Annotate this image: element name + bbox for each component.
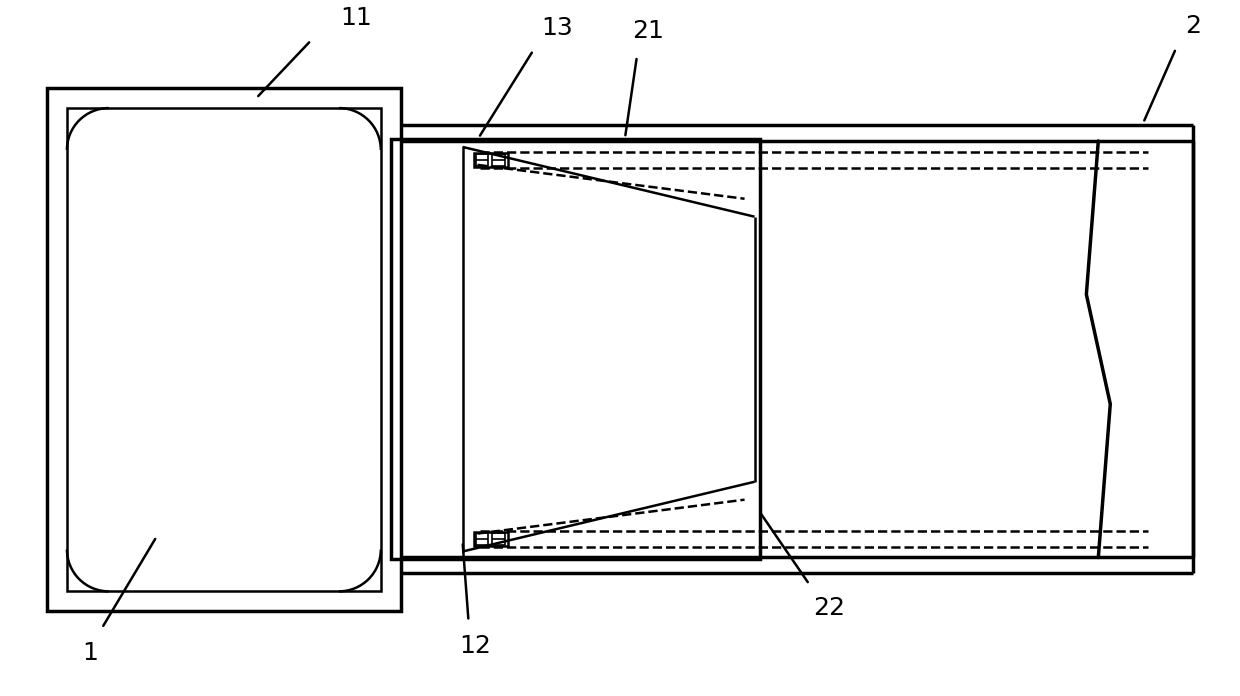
Text: 22: 22 <box>813 596 846 620</box>
Bar <box>475 532 489 544</box>
Bar <box>474 532 508 546</box>
Bar <box>474 153 508 167</box>
Bar <box>475 154 489 166</box>
Text: 11: 11 <box>340 6 372 31</box>
Bar <box>391 139 760 560</box>
Text: 13: 13 <box>542 16 573 40</box>
Text: 12: 12 <box>460 634 491 658</box>
Text: 21: 21 <box>632 19 663 43</box>
Text: 2: 2 <box>1185 15 1202 38</box>
Bar <box>47 88 401 611</box>
Bar <box>67 108 381 592</box>
Text: 1: 1 <box>82 641 98 665</box>
Bar <box>492 154 506 166</box>
Bar <box>492 532 506 544</box>
